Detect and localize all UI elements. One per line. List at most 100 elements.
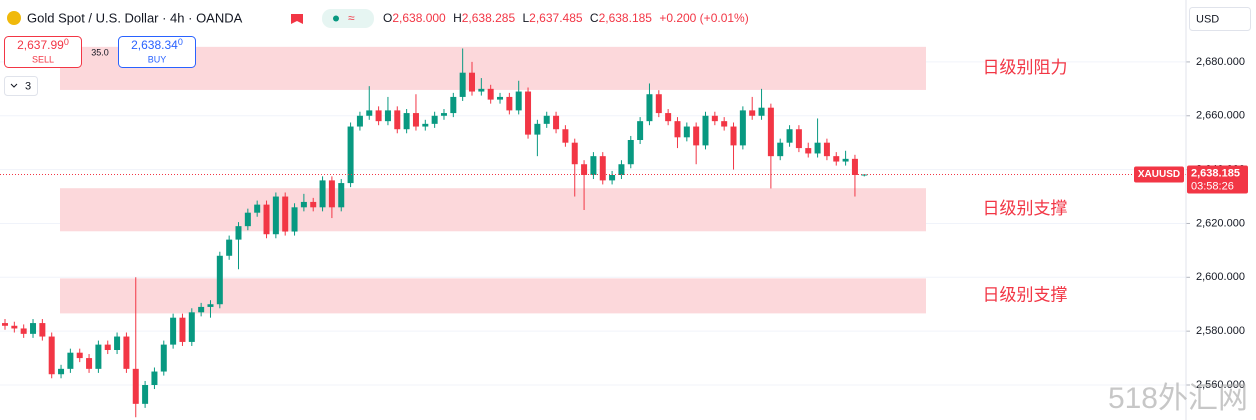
candle-body [291, 207, 298, 232]
candle-body [235, 226, 242, 240]
symbol-icon [7, 11, 21, 25]
candle-body [581, 164, 588, 175]
buy-button[interactable] [118, 36, 196, 68]
candle-body [328, 180, 335, 208]
candle-body [534, 123, 541, 135]
candle-body [104, 344, 111, 350]
buy-price-sup: 0 [178, 37, 183, 47]
ohlc: O2,638.000 H2,638.285 L2,637.485 C2,638.… [383, 11, 749, 25]
candle-body [543, 115, 550, 124]
sell-price: 2,637.990 [17, 37, 69, 52]
buy-price-main: 2,638.34 [131, 38, 178, 52]
candle-body [412, 113, 419, 127]
candle-body [142, 385, 149, 404]
candle-body [777, 142, 784, 157]
symbol-tag [1134, 166, 1184, 183]
candle-body [599, 156, 606, 181]
l-value: 2,637.485 [529, 11, 583, 25]
o-value: 2,638.000 [392, 11, 446, 25]
candle-body [39, 323, 46, 337]
candle-body [366, 110, 373, 116]
spread: 35.0 [91, 47, 109, 57]
zone [60, 188, 926, 232]
candle-body [58, 368, 65, 375]
currency: USD [1196, 13, 1219, 25]
candle-body [440, 113, 447, 116]
price-tag-label: 2,638.185 [1191, 167, 1240, 179]
candle-body [646, 94, 653, 122]
indicator-count: 3 [25, 80, 31, 92]
currency-button[interactable] [1189, 7, 1251, 31]
candle-body [384, 110, 391, 122]
candle-body [702, 115, 709, 146]
candle-body [226, 239, 233, 256]
buy-label: BUY [148, 54, 167, 64]
candle-body [300, 201, 307, 208]
candle-body [198, 306, 205, 313]
price-tag [1187, 165, 1248, 194]
candle-body [151, 371, 158, 385]
candle-body [683, 126, 690, 138]
candle-body [637, 121, 644, 140]
candle-body [590, 156, 597, 175]
candle-body [805, 148, 812, 154]
c-value: 2,638.185 [599, 11, 653, 25]
zone-label: 日级别支撑 [983, 285, 1068, 304]
candle-body [179, 317, 186, 342]
candle-body [263, 204, 270, 235]
zone-label: 日级别阻力 [983, 58, 1068, 77]
candle-body [319, 180, 326, 208]
l-label: L [522, 11, 529, 25]
candle-body [823, 142, 830, 157]
candle-body [851, 158, 858, 175]
flag-icon[interactable] [291, 14, 303, 24]
candle-body [170, 317, 177, 345]
countdown: 03:58:26 [1191, 180, 1234, 192]
candle-body [450, 96, 457, 114]
candle-body [655, 94, 662, 114]
candle-body [618, 164, 625, 175]
candle-body [30, 323, 37, 334]
candle-body [693, 126, 700, 146]
chevron [10, 83, 18, 88]
watermark: 518外汇网 [1108, 382, 1248, 415]
candle-body [478, 88, 485, 92]
candle-body [665, 113, 672, 122]
symbol-title[interactable]: Gold Spot / U.S. Dollar · 4h · OANDA [27, 10, 243, 25]
candle-body [627, 140, 634, 165]
candle-body [525, 91, 532, 135]
candle-body [244, 212, 251, 227]
status-pill[interactable] [322, 9, 374, 28]
candle-body [86, 358, 93, 369]
candle-body [375, 110, 382, 122]
candle-body [553, 115, 560, 130]
candle-body [67, 352, 74, 369]
candle-body [609, 175, 616, 181]
candle-body [506, 96, 513, 111]
candle-body [833, 156, 840, 162]
candle-body [394, 110, 401, 130]
plot: 2,560.0002,580.0002,600.0002,620.0002,64… [0, 46, 1248, 418]
candle-body [749, 110, 756, 116]
symbol-tag-label: XAUUSD [1138, 169, 1180, 180]
candle-body [207, 304, 214, 307]
candle-body [487, 88, 494, 100]
y-tick-label: 2,660.000 [1196, 110, 1245, 122]
candle-body [571, 142, 578, 165]
candle-body [123, 336, 130, 369]
sell-button[interactable] [4, 36, 82, 68]
candle-body [254, 204, 261, 213]
indicator-toggle[interactable] [4, 76, 38, 96]
h-label: H [453, 11, 462, 25]
candle-body [76, 352, 83, 359]
sell-label: SELL [32, 54, 54, 64]
candle-body [338, 183, 345, 208]
candle-body [356, 115, 363, 127]
candle-body [739, 110, 746, 146]
y-tick-label: 2,580.000 [1196, 325, 1245, 337]
candle-body [758, 107, 765, 116]
status-dot [333, 15, 339, 22]
candle-body [469, 72, 475, 92]
candle-body [114, 336, 121, 350]
